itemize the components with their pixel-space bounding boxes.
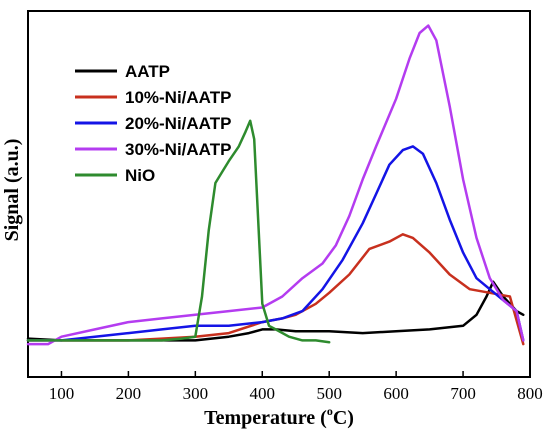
x-tick-label: 300 (183, 384, 209, 403)
x-axis-title: Temperature (oC) (204, 404, 354, 429)
legend-label: 30%-Ni/AATP (125, 140, 231, 159)
y-axis-title: Signal (a.u.) (1, 139, 23, 242)
series-line-nio (26, 119, 331, 344)
legend-label: 20%-Ni/AATP (125, 114, 231, 133)
x-axis-title-superscript: o (327, 404, 333, 418)
x-axis-title-end: C) (333, 407, 354, 429)
series-line-aatp (26, 280, 525, 342)
x-tick-label: 800 (517, 384, 543, 403)
x-tick-label: 500 (316, 384, 342, 403)
series-line-30-ni-aatp (26, 24, 525, 346)
x-tick-label: 100 (49, 384, 75, 403)
x-tick-label: 400 (250, 384, 276, 403)
series-lines (26, 24, 525, 346)
legend-label: AATP (125, 62, 170, 81)
plot-frame (27, 10, 531, 378)
legend: AATP 10%-Ni/AATP 20%-Ni/AATP 30%-Ni/AATP NiO (75, 62, 231, 185)
legend-label: NiO (125, 166, 155, 185)
x-tick-label: 700 (450, 384, 476, 403)
x-tick-label: 600 (383, 384, 409, 403)
series-line-20-ni-aatp (26, 145, 525, 342)
x-axis-ticks: 100 200 300 400 500 600 700 800 (49, 371, 543, 403)
x-tick-label: 200 (116, 384, 142, 403)
legend-label: 10%-Ni/AATP (125, 88, 231, 107)
x-axis-title-main: Temperature ( (204, 407, 327, 429)
